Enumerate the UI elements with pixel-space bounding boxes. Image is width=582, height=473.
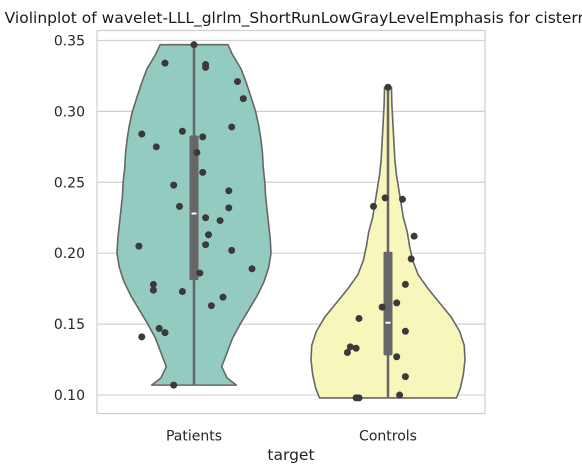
iqr-box-controls (383, 251, 393, 356)
y-axis-ticks: 0.10 0.15 0.20 0.25 0.30 0.35 (54, 33, 85, 404)
data-point (343, 349, 351, 357)
data-point (202, 241, 210, 249)
data-point (219, 293, 227, 301)
data-point (346, 343, 354, 351)
data-point (202, 63, 210, 71)
data-point (352, 344, 360, 352)
y-tick-label: 0.20 (54, 246, 85, 262)
data-point (170, 381, 178, 389)
data-point (152, 143, 160, 151)
data-point (239, 95, 247, 103)
data-point (393, 353, 401, 361)
data-point (135, 242, 143, 250)
data-point (378, 303, 386, 311)
data-point (370, 202, 377, 210)
data-points (135, 41, 418, 402)
data-point (410, 232, 418, 240)
x-axis-ticks: Patients Controls (166, 429, 417, 445)
chart-title: Violinplot of wavelet-LLL_glrlm_ShortRun… (5, 9, 582, 28)
data-point (161, 59, 169, 67)
data-point (193, 148, 201, 156)
data-point (225, 204, 233, 212)
data-point (352, 394, 360, 402)
data-point (190, 41, 198, 49)
violins (116, 43, 466, 399)
data-point (401, 327, 409, 335)
data-point (225, 187, 233, 195)
data-point (178, 288, 186, 296)
data-point (407, 255, 415, 263)
data-point (401, 373, 409, 381)
data-point (199, 168, 207, 176)
data-point (384, 83, 392, 91)
x-tick-label: Controls (359, 429, 417, 445)
x-axis-label: target (267, 446, 314, 464)
data-point (401, 280, 409, 288)
data-point (138, 130, 146, 138)
data-point (207, 302, 215, 310)
data-point (228, 123, 236, 131)
data-point (161, 329, 169, 337)
data-point (155, 324, 163, 332)
data-point (228, 246, 236, 254)
x-tick-label: Patients (166, 429, 222, 445)
y-tick-label: 0.10 (54, 388, 85, 404)
data-point (399, 195, 406, 203)
data-point (216, 217, 224, 225)
iqr-box-patients (189, 135, 199, 281)
y-tick-label: 0.15 (54, 317, 85, 333)
data-point (199, 133, 207, 141)
data-point (178, 127, 186, 135)
data-point (149, 280, 157, 288)
data-point (248, 265, 256, 273)
y-tick-label: 0.30 (54, 104, 85, 120)
data-point (202, 214, 210, 222)
data-point (149, 286, 157, 294)
data-point (234, 78, 241, 86)
data-point (138, 333, 146, 341)
data-point (205, 231, 212, 239)
y-tick-label: 0.35 (54, 33, 85, 49)
plot-frame (96, 29, 486, 415)
boxplots (189, 44, 393, 398)
data-point (176, 202, 183, 210)
data-point (396, 391, 404, 399)
data-point (170, 181, 178, 189)
data-point (381, 194, 389, 202)
data-point (393, 299, 401, 307)
data-point (196, 269, 204, 277)
data-point (355, 314, 363, 322)
y-tick-label: 0.25 (54, 175, 85, 191)
